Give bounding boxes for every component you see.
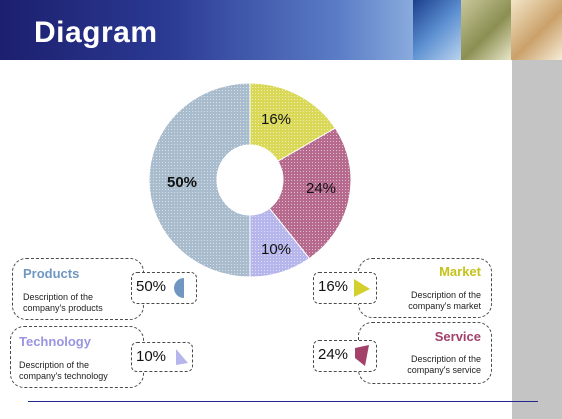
products-percent: 50% xyxy=(136,278,167,295)
slice-label-market: 16% xyxy=(261,111,291,128)
technology-desc-line1: Description of the xyxy=(19,360,90,370)
donut-slice-texture-products xyxy=(149,83,250,277)
service-desc-line2: company's service xyxy=(407,365,481,375)
products-card: Products Description of the company's pr… xyxy=(12,258,144,320)
bottom-divider xyxy=(28,401,538,402)
market-desc-line2: company's market xyxy=(408,301,481,311)
market-slice-icon xyxy=(354,279,370,297)
products-slice-icon xyxy=(174,278,184,298)
products-desc-line1: Description of the xyxy=(23,292,94,302)
header-photo-keyboard xyxy=(461,0,511,60)
header-photo-pen xyxy=(511,0,562,60)
products-percent-box: 50% xyxy=(131,272,197,304)
market-card: Market Description of the company's mark… xyxy=(358,258,492,318)
technology-percent-box: 10% xyxy=(131,342,193,372)
service-desc-line1: Description of the xyxy=(410,354,481,364)
technology-card: Technology Description of the company's … xyxy=(10,326,144,388)
donut-slice-texture-service xyxy=(269,128,351,259)
slice-label-technology: 10% xyxy=(261,241,291,258)
market-title: Market xyxy=(439,264,481,279)
right-sidebar xyxy=(512,60,562,419)
market-percent: 16% xyxy=(318,278,349,295)
slice-label-products: 50% xyxy=(167,174,197,191)
service-percent: 24% xyxy=(318,346,349,363)
technology-percent: 10% xyxy=(136,348,167,365)
products-title: Products xyxy=(23,266,80,281)
service-title: Service xyxy=(434,329,481,344)
technology-desc-line2: company's technology xyxy=(19,371,108,381)
technology-slice-icon xyxy=(176,349,188,365)
products-desc-line2: company's products xyxy=(23,303,103,313)
header-banner: Diagram xyxy=(0,0,562,60)
donut-slice-texture-market xyxy=(250,83,336,162)
service-slice-icon xyxy=(355,345,369,366)
header-photo-calculator xyxy=(413,0,461,60)
slice-label-service: 24% xyxy=(306,180,336,197)
market-desc-line1: Description of the xyxy=(410,290,481,300)
donut-slice-texture-technology xyxy=(250,208,310,277)
technology-title: Technology xyxy=(19,334,91,349)
market-percent-box: 16% xyxy=(313,272,377,304)
service-card: Service Description of the company's ser… xyxy=(358,322,492,384)
service-percent-box: 24% xyxy=(313,340,377,372)
page-title: Diagram xyxy=(34,16,158,49)
